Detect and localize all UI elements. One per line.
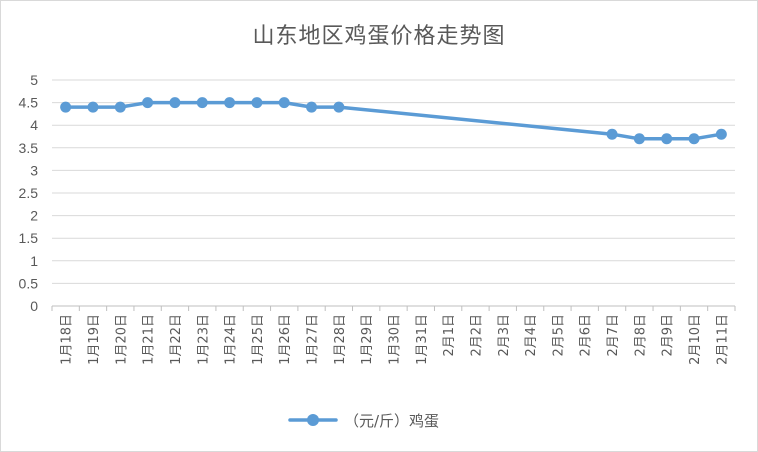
x-tick-label: 1月30日 [388, 314, 403, 365]
data-point [661, 133, 673, 145]
y-tick-label: 5 [30, 72, 38, 88]
y-tick-label: 0.5 [19, 275, 39, 291]
series-line [63, 100, 724, 141]
x-tick-label: 2月10日 [688, 314, 703, 365]
y-tick-label: 4 [30, 117, 38, 133]
x-tick-label: 1月31日 [415, 314, 430, 365]
data-point [715, 128, 727, 140]
y-tick-label: 2 [30, 208, 38, 224]
data-point [251, 97, 263, 109]
y-tick-label: 0 [30, 298, 38, 314]
x-tick-label: 2月5日 [551, 314, 566, 357]
x-tick-label: 1月24日 [224, 314, 239, 365]
x-tick-label: 1月22日 [169, 314, 184, 365]
legend-label: （元/斤）鸡蛋 [344, 412, 439, 430]
x-tick-label: 2月1日 [442, 314, 457, 357]
y-axis-ticks: 0 0.5 1 1.5 2 2.5 3 3.5 4 4.5 5 [19, 72, 39, 314]
x-tick-label: 2月2日 [469, 314, 484, 357]
data-point [60, 101, 72, 113]
legend: （元/斤）鸡蛋 [288, 412, 439, 430]
data-point [224, 97, 236, 109]
data-point [196, 97, 208, 109]
y-tick-label: 4.5 [19, 95, 39, 111]
y-tick-label: 1.5 [19, 230, 39, 246]
data-point [169, 97, 181, 109]
y-tick-label: 2.5 [19, 185, 39, 201]
x-tick-label: 2月4日 [524, 314, 539, 357]
data-point [633, 133, 645, 145]
x-tick-label: 1月28日 [333, 314, 348, 365]
x-axis: 1月18日 1月19日 1月20日 1月21日 1月22日 1月23日 1月24日 1月25日… [51, 306, 736, 365]
x-tick-label: 2月11日 [715, 314, 730, 365]
x-tick-label: 1月18日 [60, 314, 75, 365]
x-tick-label: 1月26日 [278, 314, 293, 365]
data-point [306, 101, 318, 113]
x-tick-label: 1月29日 [360, 314, 375, 365]
y-tick-label: 1 [30, 253, 38, 269]
data-point [142, 97, 154, 109]
x-tick-label: 2月6日 [579, 314, 594, 357]
x-tick-label: 2月3日 [497, 314, 512, 357]
x-tick-label: 1月19日 [87, 314, 102, 365]
chart-title: 山东地区鸡蛋价格走势图 [252, 24, 506, 49]
x-tick-label: 2月7日 [606, 314, 621, 357]
x-tick-label: 1月25日 [251, 314, 266, 365]
x-tick-label: 1月23日 [196, 314, 211, 365]
legend-marker [307, 414, 319, 426]
x-tick-label: 2月8日 [633, 314, 648, 357]
data-point [114, 101, 126, 113]
y-tick-label: 3 [30, 162, 38, 178]
x-tick-label: 1月20日 [114, 314, 129, 365]
data-point [606, 128, 618, 140]
data-point [333, 101, 345, 113]
data-point [87, 101, 99, 113]
x-tick-label: 1月21日 [142, 314, 157, 365]
series-layer [60, 97, 727, 145]
data-point [688, 133, 700, 145]
data-point [278, 97, 290, 109]
x-tick-label: 2月9日 [661, 314, 676, 357]
x-tick-label: 1月27日 [306, 314, 321, 365]
y-tick-label: 3.5 [19, 140, 39, 156]
